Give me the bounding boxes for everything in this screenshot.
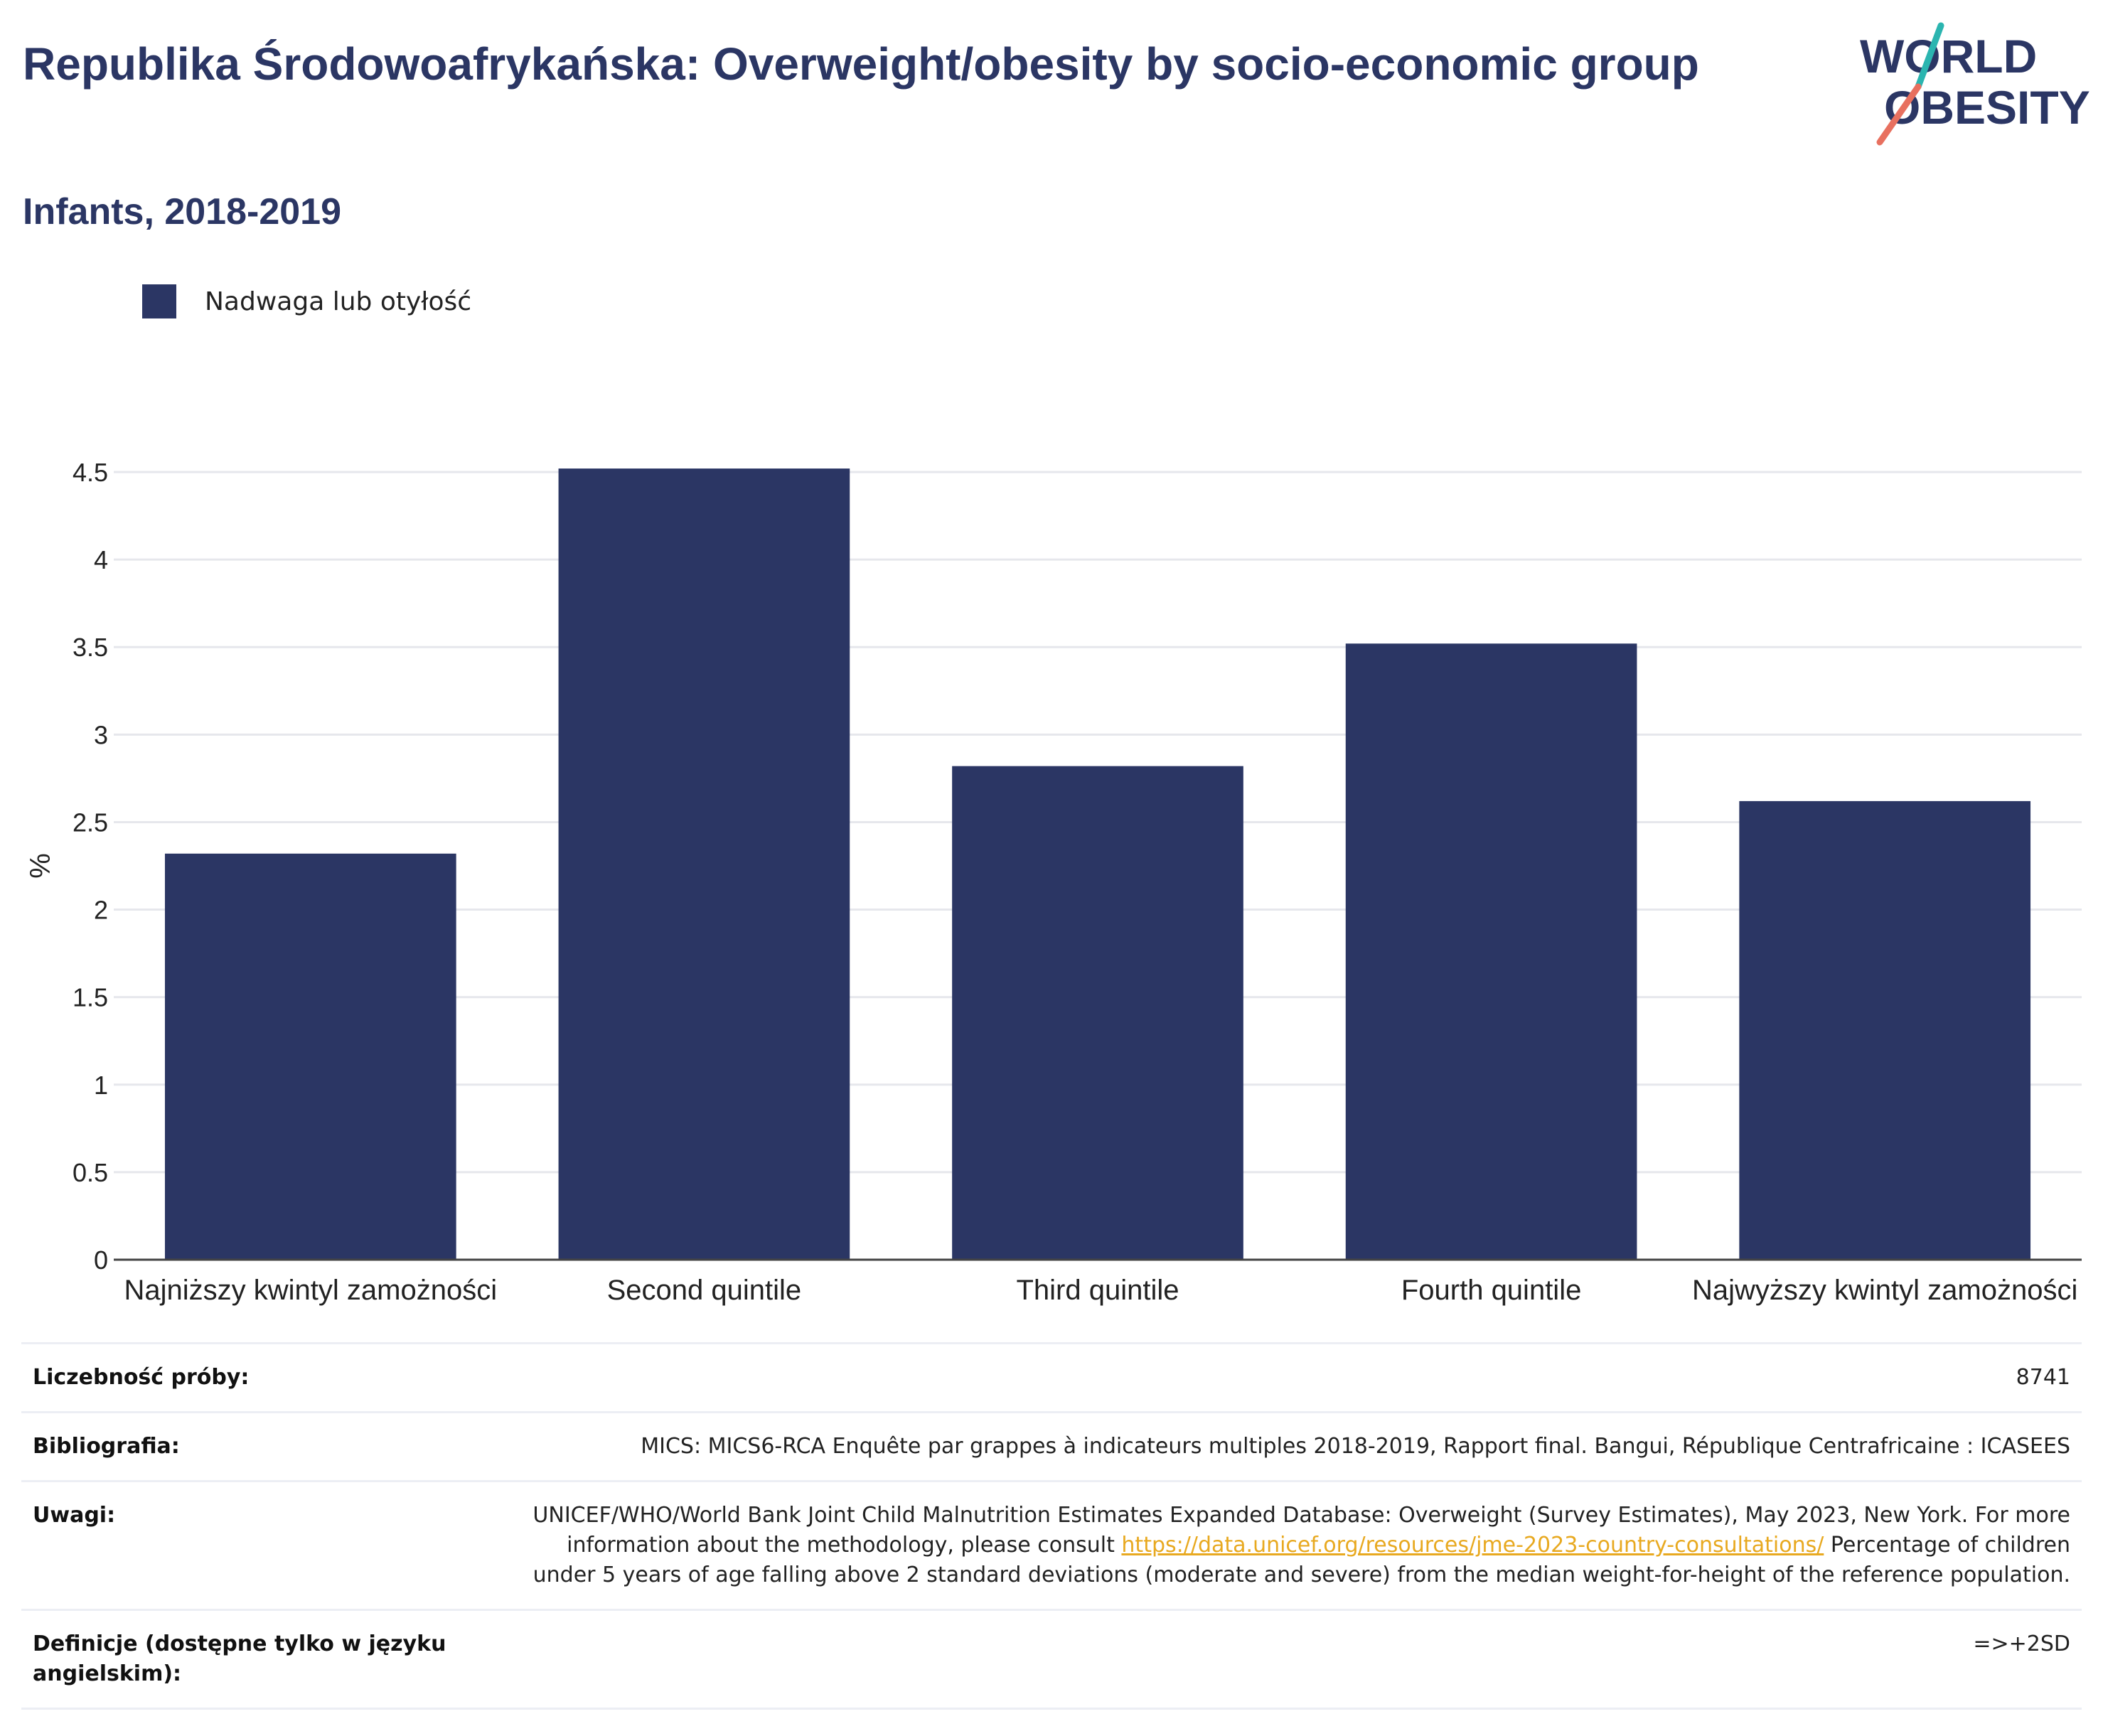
- notes-label: Uwagi:: [33, 1503, 116, 1528]
- page-title: Republika Środowoafrykańska: Overweight/…: [23, 38, 1699, 90]
- x-tick-label: Najwyższy kwintyl zamożności: [1692, 1275, 2077, 1306]
- y-tick-label: 2: [94, 896, 108, 925]
- info-row-sample: Liczebność próby: 8741: [21, 1342, 2082, 1411]
- world-obesity-logo: WORLD OBESITY: [1860, 22, 2090, 146]
- definitions-label: Definicje (dostępne tylko w języku angie…: [33, 1631, 446, 1686]
- y-tick-label: 3.5: [73, 633, 108, 662]
- page-subtitle: Infants, 2018-2019: [23, 191, 342, 232]
- definitions-value: =>+2SD: [1973, 1631, 2070, 1656]
- bar[interactable]: [1345, 643, 1637, 1260]
- bar[interactable]: [952, 766, 1243, 1260]
- info-table: Liczebność próby: 8741 Bibliografia: MIC…: [21, 1342, 2082, 1710]
- logo-slash-teal: [1915, 22, 1944, 90]
- notes-text-1: UNICEF/WHO/World Bank Joint Child Malnut…: [533, 1503, 2070, 1558]
- info-row-notes: Uwagi: UNICEF/WHO/World Bank Joint Child…: [21, 1480, 2082, 1609]
- sample-size-value: 8741: [2016, 1365, 2070, 1390]
- x-tick-label: Fourth quintile: [1401, 1275, 1581, 1306]
- sample-size-label: Liczebność próby:: [33, 1365, 250, 1390]
- y-tick-label: 2.5: [73, 808, 108, 837]
- legend-swatch: [142, 284, 176, 318]
- bar[interactable]: [1739, 800, 2031, 1260]
- info-row-definitions: Definicje (dostępne tylko w języku angie…: [21, 1609, 2082, 1710]
- y-tick-label: 0.5: [73, 1158, 108, 1187]
- bibliography-label: Bibliografia:: [33, 1434, 180, 1459]
- legend-label: Nadwaga lub otyłość: [205, 286, 472, 316]
- logo-word-world: WORLD: [1860, 30, 2037, 82]
- x-tick-label: Najniższy kwintyl zamożności: [124, 1275, 498, 1306]
- y-tick-label: 3: [94, 720, 108, 749]
- y-tick-label: 4.5: [73, 458, 108, 487]
- y-axis-label: %: [25, 853, 56, 879]
- info-row-bibliography: Bibliografia: MICS: MICS6-RCA Enquête pa…: [21, 1411, 2082, 1480]
- bibliography-value: MICS: MICS6-RCA Enquête par grappes à in…: [641, 1434, 2070, 1459]
- y-tick-label: 1.5: [73, 983, 108, 1012]
- methodology-link[interactable]: https://data.unicef.org/resources/jme-20…: [1121, 1533, 1824, 1558]
- chart-legend[interactable]: Nadwaga lub otyłość: [142, 284, 471, 318]
- y-tick-label: 1: [94, 1071, 108, 1100]
- x-tick-label: Third quintile: [1016, 1275, 1179, 1306]
- y-tick-label: 4: [94, 545, 108, 574]
- notes-value: UNICEF/WHO/World Bank Joint Child Malnut…: [506, 1501, 2070, 1590]
- x-tick-label: Second quintile: [607, 1275, 802, 1306]
- bar[interactable]: [164, 853, 456, 1260]
- bar-chart: 0 0.5 1 1.5 2 2.5 3 3.5 4 4.5% Najniższy kwintyl z…: [25, 458, 2082, 1306]
- notes-text-2: Percentage of children under 5 years of …: [533, 1533, 2070, 1587]
- logo-slash-coral: [1876, 83, 1922, 146]
- bar[interactable]: [558, 468, 850, 1260]
- y-tick-label: 0: [94, 1245, 108, 1275]
